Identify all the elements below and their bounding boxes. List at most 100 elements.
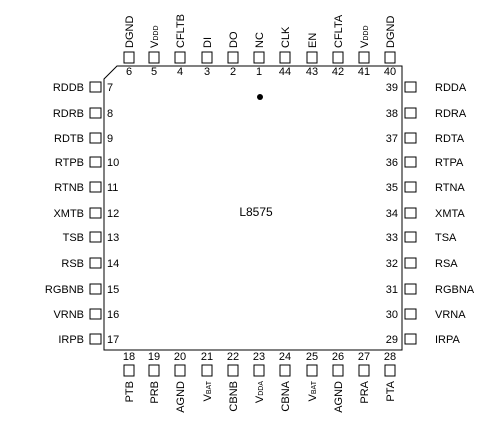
pin-name: DO (228, 31, 240, 48)
pin-pad (253, 51, 265, 64)
pin-name: CFLTA (333, 14, 345, 48)
pin-left-16: 16 VRNB (53, 308, 119, 321)
pin-right-33: 33 TSA (386, 231, 457, 244)
pin-name: CLK (280, 26, 292, 48)
pin-pad (123, 364, 135, 377)
pin-bottom-18: 18 PTB (123, 351, 136, 402)
pin-pad (384, 364, 396, 377)
pin-number: 28 (384, 351, 396, 363)
pin-left-10: 10 RTPB (55, 156, 119, 169)
pin1-indicator-dot (257, 94, 263, 100)
pin-number: 19 (148, 351, 160, 363)
pin-pad (174, 364, 186, 377)
pin-name: VDDA (254, 381, 266, 403)
pin-right-35: 35 RTNA (386, 181, 465, 194)
pin-bottom-23: 23 VDDA (253, 351, 266, 403)
pin-bottom-24: 24 CBNA (279, 351, 292, 412)
pin-number: 25 (306, 351, 318, 363)
pin-name: DGND (385, 16, 397, 48)
pin-name: PTA (385, 380, 397, 401)
pin-number: 13 (107, 232, 119, 244)
pin-name: RDTA (435, 133, 465, 145)
pin-number: 30 (386, 309, 398, 321)
pin-name: RTPB (55, 157, 84, 169)
pin-number: 9 (107, 133, 113, 145)
pin-top-40: 40 DGND (384, 16, 397, 78)
pin-number: 40 (384, 66, 396, 78)
pin-left-7: 7 RDDB (53, 81, 113, 94)
pin-pad (253, 364, 265, 377)
pin-top-5: 5 VDDD (148, 25, 161, 78)
pin-name: RGBNB (45, 284, 84, 296)
pin-pad (89, 132, 102, 144)
pin-left-12: 12 XMTB (53, 207, 119, 220)
pin-number: 33 (386, 232, 398, 244)
pin-pad (404, 308, 417, 320)
pin-name: RSA (435, 258, 458, 270)
pin-name: RGBNA (435, 284, 475, 296)
pin-top-44: 44 CLK (279, 26, 292, 78)
pin-name: RTNA (435, 182, 465, 194)
pin-bottom-21: 21 VBAT (201, 351, 214, 401)
pin-number: 7 (107, 82, 113, 94)
pin-number: 43 (306, 66, 318, 78)
pin-top-42: 42 CFLTA (332, 14, 345, 78)
chip-body-outline (103, 65, 403, 351)
pin-right-31: 31 RGBNA (386, 283, 475, 296)
pin-name: AGND (175, 381, 187, 413)
pin-name: VBAT (307, 380, 319, 401)
pin-name: RTNB (54, 182, 84, 194)
pin-left-8: 8 RDRB (53, 107, 113, 120)
pin-name: VDDD (359, 25, 371, 48)
pin-name: CBNA (280, 380, 292, 411)
pin-pad (384, 51, 396, 64)
pin-bottom-22: 22 CBNB (227, 351, 240, 412)
pin-right-38: 38 RDRA (386, 107, 467, 120)
pin-top-1: 1 NC (253, 32, 266, 78)
pin-name: PTB (124, 381, 136, 402)
pin-name: VRNA (435, 309, 466, 321)
pin-pad (89, 81, 102, 93)
pin-name: DGND (124, 16, 136, 48)
pin-number: 22 (227, 351, 239, 363)
pin-number: 26 (332, 351, 344, 363)
pin-bottom-26: 26 AGND (332, 351, 345, 413)
pin-name: IRPB (58, 334, 84, 346)
pin-right-30: 30 VRNA (386, 308, 466, 321)
pin-pad (123, 51, 135, 64)
pin-number: 8 (107, 108, 113, 120)
pin-number: 14 (107, 258, 119, 270)
pin-pad (201, 51, 213, 64)
pin-bottom-25: 25 VBAT (306, 351, 319, 401)
pin-pad (279, 364, 291, 377)
pin-number: 3 (204, 66, 210, 78)
pin-number: 23 (253, 351, 265, 363)
pin-name: RSB (61, 258, 84, 270)
pin-pad (279, 51, 291, 64)
pin-top-2: 2 DO (227, 31, 240, 78)
pin-name: TSA (435, 232, 457, 244)
pin-pad (89, 257, 102, 269)
pin-pad (89, 333, 102, 345)
pin-name: XMTA (435, 208, 465, 220)
pin-name: TSB (63, 232, 84, 244)
pin-number: 35 (386, 182, 398, 194)
pin-bottom-28: 28 PTA (384, 351, 397, 402)
pin-number: 12 (107, 208, 119, 220)
pin-top-6: 6 DGND (123, 16, 136, 78)
pin-top-43: 43 EN (306, 33, 319, 78)
pin-name: RDDB (53, 82, 84, 94)
part-label: L8575 (239, 205, 273, 219)
pin-pad (89, 156, 102, 168)
pin-pad (306, 51, 318, 64)
pin-left-9: 9 RDTB (54, 132, 113, 145)
pin-pad (227, 51, 239, 64)
pin-pad (89, 231, 102, 243)
pin-left-13: 13 TSB (63, 231, 119, 244)
pin-pad (148, 364, 160, 377)
pin-name: CFLTB (175, 14, 187, 48)
pin-pad (404, 207, 417, 219)
pin-number: 5 (151, 66, 157, 78)
pin-name: PRB (149, 381, 161, 404)
